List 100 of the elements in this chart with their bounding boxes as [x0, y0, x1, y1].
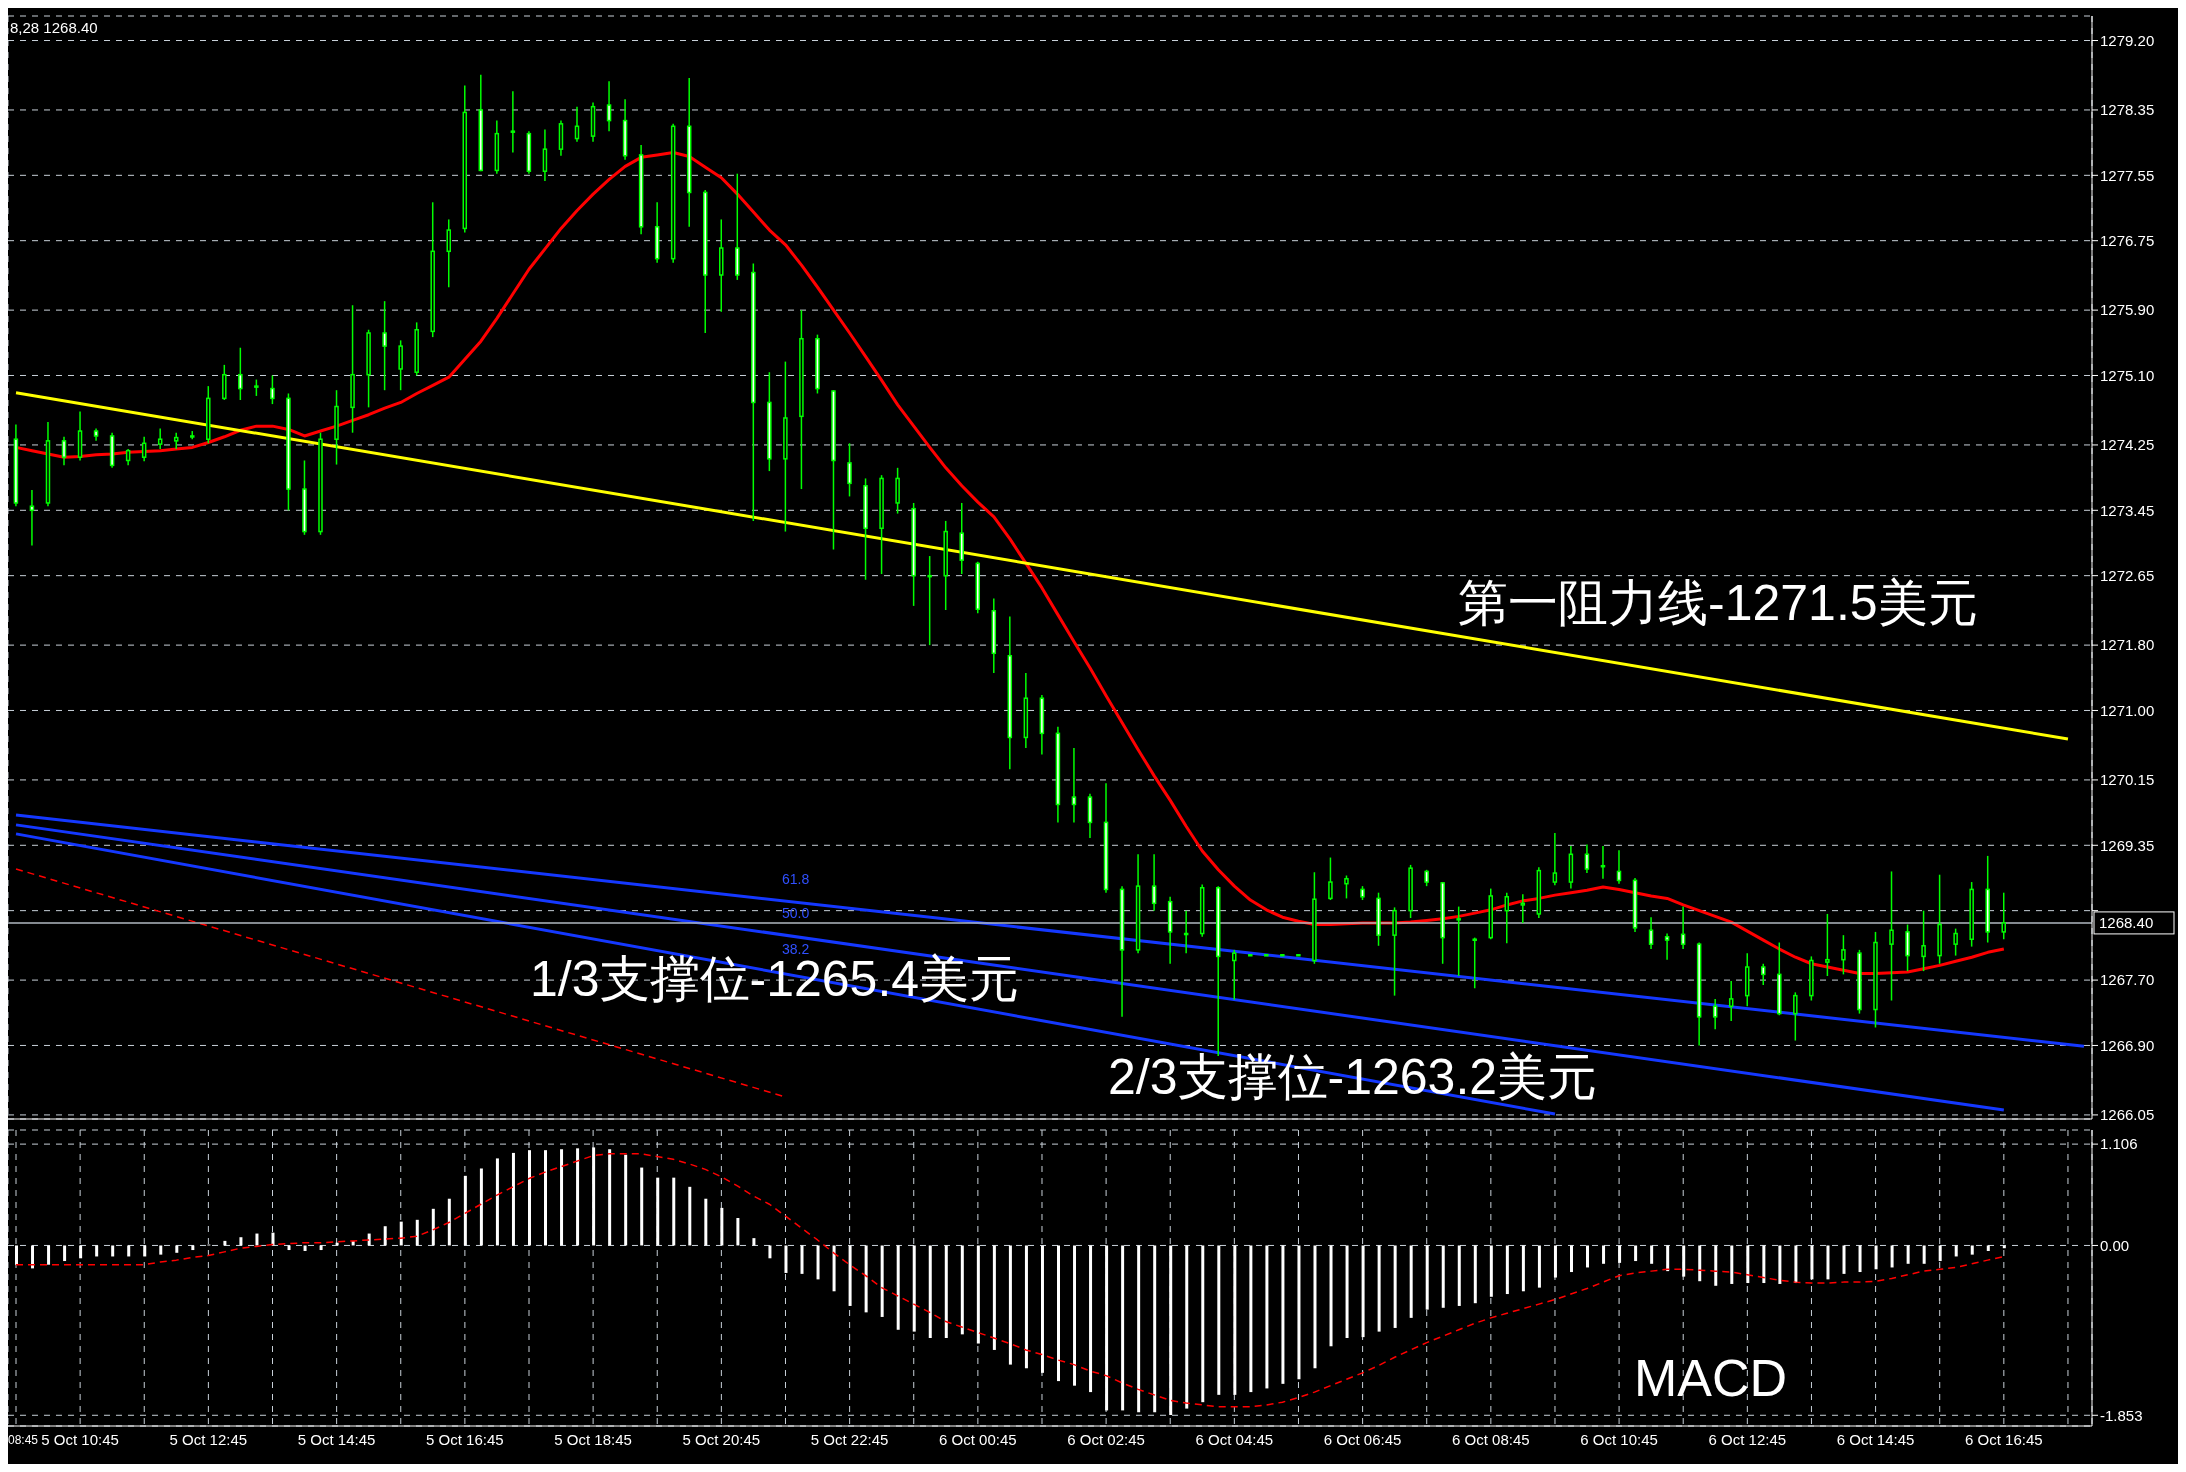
- candlestick: [1504, 891, 1510, 945]
- bar: [463, 1175, 467, 1246]
- bar: [1746, 1245, 1750, 1284]
- bar: [255, 1233, 259, 1246]
- bar: [1137, 1245, 1141, 1413]
- candlestick: [1584, 843, 1590, 874]
- bar: [1233, 1245, 1237, 1395]
- bar: [832, 1245, 836, 1292]
- annotation: 61.8: [782, 871, 810, 888]
- y-tick-label: 1272.65: [2100, 567, 2155, 584]
- x-tick-label: 6 Oct 06:45: [1323, 1430, 1402, 1448]
- bar: [1618, 1245, 1622, 1263]
- y-tick-label: 1277.55: [2100, 166, 2155, 184]
- candlestick: [1151, 853, 1157, 912]
- bar: [1858, 1245, 1862, 1273]
- bar: [1922, 1245, 1926, 1264]
- bar: [1008, 1245, 1012, 1365]
- bar: [944, 1245, 948, 1339]
- bar: [1217, 1245, 1221, 1395]
- candlestick: [382, 300, 387, 391]
- bar: [1281, 1245, 1285, 1384]
- candlestick: [398, 339, 403, 391]
- bar: [1794, 1245, 1798, 1284]
- y-tick-label: 1267.70: [2100, 971, 2155, 989]
- bar: [1265, 1245, 1269, 1389]
- bar: [95, 1245, 99, 1257]
- bar: [383, 1226, 387, 1246]
- candlestick: [157, 427, 163, 450]
- y-tick-label: -1.853: [2100, 1406, 2143, 1424]
- x-tick-label: 5 Oct 20:45: [682, 1430, 761, 1448]
- candlestick: [1921, 909, 1926, 972]
- x-tick-label: 5 Oct 10:45: [41, 1430, 119, 1448]
- annotation: MACD: [1634, 1349, 1788, 1408]
- bar: [1361, 1245, 1365, 1338]
- bar: [1329, 1245, 1333, 1347]
- candlestick: [270, 374, 275, 405]
- y-tick-label: 1275.10: [2100, 366, 2155, 384]
- bar: [1906, 1245, 1910, 1264]
- x-tick-label: 6 Oct 04:45: [1195, 1430, 1274, 1448]
- y-tick-label: 1278.35: [2100, 101, 2155, 119]
- bar: [704, 1198, 708, 1246]
- candlestick: [1889, 870, 1894, 1002]
- bar: [1842, 1245, 1846, 1274]
- bar: [1714, 1245, 1718, 1286]
- x-tick-label: 6 Oct 16:45: [1965, 1430, 2043, 1448]
- candlestick: [222, 364, 227, 401]
- bar: [880, 1245, 884, 1317]
- bar: [1666, 1245, 1670, 1272]
- bar: [191, 1245, 195, 1251]
- x-tick-label: 6 Oct 10:45: [1580, 1430, 1658, 1448]
- candlestick: [141, 436, 147, 463]
- bar: [527, 1150, 531, 1246]
- bar: [1553, 1245, 1557, 1278]
- bar: [608, 1149, 612, 1246]
- bar: [1089, 1245, 1093, 1393]
- bar: [1810, 1245, 1814, 1280]
- bar: [1650, 1245, 1654, 1264]
- text: 08:45: [8, 1433, 39, 1448]
- bar: [1185, 1245, 1189, 1409]
- candlestick: [1728, 980, 1734, 1022]
- bar: [912, 1245, 916, 1332]
- bar: [1970, 1245, 1974, 1255]
- bar: [1602, 1245, 1606, 1264]
- bar: [511, 1152, 515, 1246]
- candlestick: [1905, 923, 1910, 972]
- bar: [1762, 1245, 1766, 1284]
- bar: [1986, 1245, 1990, 1251]
- candlestick: [1712, 998, 1718, 1030]
- y-tick-label: 1.106: [2100, 1135, 2138, 1153]
- x-tick-label: 5 Oct 12:45: [169, 1430, 248, 1448]
- y-tick-label: 1273.45: [2100, 501, 2155, 519]
- bar: [15, 1245, 18, 1265]
- bar: [303, 1245, 307, 1251]
- bar: [287, 1245, 291, 1251]
- bar: [47, 1245, 51, 1265]
- bar: [576, 1148, 580, 1246]
- y-tick-label: 1269.35: [2100, 836, 2155, 854]
- bar: [1345, 1245, 1349, 1339]
- x-tick-label: 5 Oct 14:45: [297, 1430, 376, 1448]
- x-tick-label: 5 Oct 16:45: [426, 1430, 504, 1448]
- bar: [1778, 1245, 1782, 1284]
- candlestick: [1552, 832, 1558, 887]
- bar: [1153, 1245, 1157, 1413]
- bar: [1874, 1245, 1878, 1270]
- bar: [1569, 1245, 1573, 1273]
- y-tick-label: 1270.15: [2100, 771, 2155, 789]
- bar: [479, 1168, 483, 1246]
- bar: [1393, 1245, 1397, 1328]
- candlestick: [606, 80, 612, 132]
- bar: [672, 1177, 676, 1246]
- x-tick-label: 6 Oct 08:45: [1452, 1430, 1530, 1448]
- bar: [1505, 1245, 1509, 1295]
- bar: [688, 1186, 692, 1246]
- bar: [928, 1245, 932, 1339]
- candlestick: [1825, 913, 1830, 977]
- candlestick: [2001, 891, 2006, 940]
- bar: [1425, 1245, 1429, 1310]
- y-tick-label: 1274.25: [2100, 436, 2155, 454]
- x-tick-label: 6 Oct 02:45: [1067, 1430, 1145, 1448]
- candlestick: [1648, 916, 1654, 950]
